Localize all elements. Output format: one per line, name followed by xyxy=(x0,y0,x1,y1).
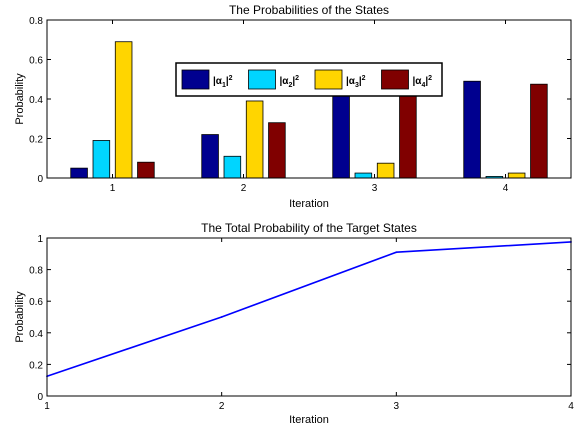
line-ytick-label: 0.6 xyxy=(29,297,43,308)
line-ytick-label: 0.2 xyxy=(29,360,43,371)
line-ytick-label: 0.8 xyxy=(29,266,43,277)
bar-ytick-label: 0 xyxy=(37,174,43,185)
legend-label-4: |α4|2 xyxy=(413,75,433,89)
bar-ytick-label: 0.8 xyxy=(29,16,43,27)
bar-xtick-label: 4 xyxy=(503,183,509,194)
line-point-3 xyxy=(395,251,398,254)
bar-chart: The Probabilities of the States Probabil… xyxy=(14,3,572,210)
bar-4-3 xyxy=(399,94,417,179)
bar-xtick-label: 2 xyxy=(241,183,247,194)
line-point-2 xyxy=(220,316,223,318)
bar-1-1 xyxy=(70,167,88,179)
bar-4-1 xyxy=(137,161,155,179)
bar-xtick-label: 3 xyxy=(372,183,378,194)
bar-1-2 xyxy=(201,134,219,179)
line-ytick-label: 0 xyxy=(37,392,43,403)
legend-label-2: |α2|2 xyxy=(280,75,300,89)
bar-1-4 xyxy=(463,80,481,179)
bar-chart-ylabel: Probability xyxy=(14,73,26,125)
bar-ytick-label: 0.6 xyxy=(29,56,43,67)
line-xtick-label: 4 xyxy=(568,401,574,412)
legend-swatch-3 xyxy=(314,69,343,90)
bar-xtick-label: 1 xyxy=(110,183,116,194)
bar-legend: |α1|2 |α2|2 |α3|2 |α4|2 xyxy=(175,62,443,97)
bar-plot-background xyxy=(47,20,571,178)
line-plot-area: 0 0.2 0.4 0.6 0.8 1 1 2 3 4 xyxy=(29,234,574,412)
bar-4-2 xyxy=(268,122,286,179)
bar-3-3 xyxy=(376,162,395,179)
line-chart-title: The Total Probability of the Target Stat… xyxy=(201,221,417,235)
line-plot-background xyxy=(47,238,571,396)
bar-3-2 xyxy=(245,100,264,179)
line-plot-frame xyxy=(46,237,572,397)
bar-3-4 xyxy=(507,172,526,179)
line-chart-xlabel: Iteration xyxy=(289,414,329,426)
bar-chart-title: The Probabilities of the States xyxy=(229,3,389,17)
bar-2-2 xyxy=(223,155,242,179)
bar-ytick-label: 0.2 xyxy=(29,135,43,146)
line-series-1 xyxy=(46,241,572,378)
line-ytick-label: 0.4 xyxy=(29,329,43,340)
line-xtick-label: 1 xyxy=(44,401,50,412)
bar-chart-xlabel: Iteration xyxy=(289,198,329,210)
legend-label-1: |α1|2 xyxy=(213,75,233,89)
bar-ytick-label: 0.4 xyxy=(29,95,43,106)
legend-label-3: |α3|2 xyxy=(346,75,366,89)
line-xtick-label: 3 xyxy=(394,401,400,412)
legend-swatch-1 xyxy=(181,69,210,90)
line-chart-ylabel: Probability xyxy=(14,291,26,343)
line-chart: The Total Probability of the Target Stat… xyxy=(14,221,574,426)
bar-1-3 xyxy=(332,94,350,179)
bar-plot-area: 0 0.2 0.4 0.6 0.8 1 2 3 4 |α1|2 |α2|2 |α3|2 |α4|2 xyxy=(29,16,572,194)
bar-2-3 xyxy=(354,172,373,179)
bar-3-1 xyxy=(114,41,133,179)
bar-2-1 xyxy=(92,140,111,179)
line-ytick-label: 1 xyxy=(37,234,43,245)
line-xtick-label: 2 xyxy=(219,401,225,412)
legend-swatch-4 xyxy=(381,69,409,90)
legend-swatch-2 xyxy=(248,69,276,90)
bar-4-4 xyxy=(530,83,548,179)
